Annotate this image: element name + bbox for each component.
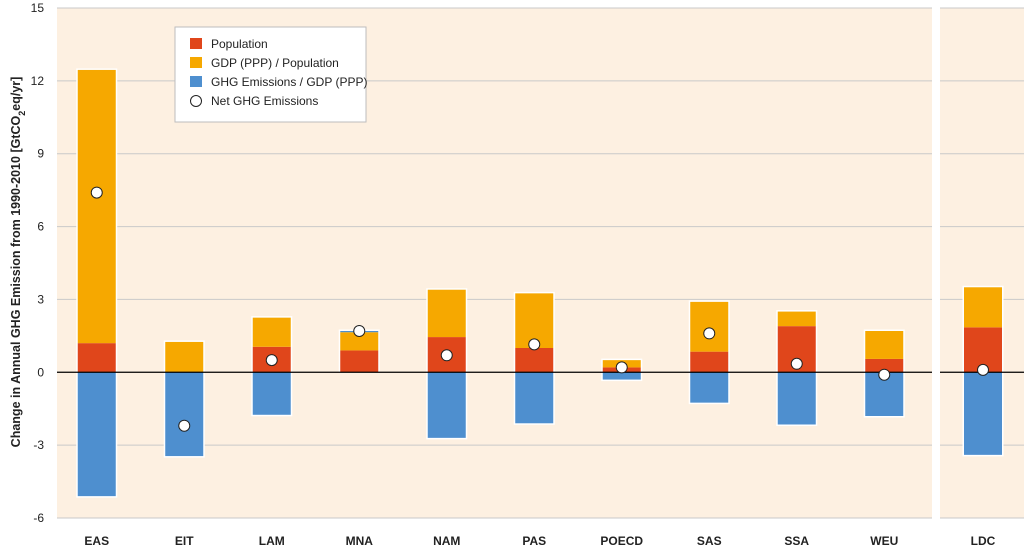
- category-label-poecd: POECD: [600, 534, 643, 548]
- bar-eit-ghg-emissions-gdp-ppp: [165, 372, 204, 457]
- bar-mna-population: [340, 350, 379, 373]
- legend-label-net-emissions: Net GHG Emissions: [211, 94, 318, 108]
- y-axis-label-main: Change in Annual GHG Emission from 1990-…: [9, 115, 23, 447]
- y-axis-label: Change in Annual GHG Emission from 1990-…: [9, 77, 27, 448]
- bar-pas-population: [515, 348, 554, 373]
- legend-box: [174, 26, 367, 123]
- y-tick-label: 12: [31, 74, 45, 88]
- legend-label-ghg-per-gdp: GHG Emissions / GDP (PPP): [211, 75, 367, 89]
- legend: Population GDP (PPP) / Population GHG Em…: [174, 26, 367, 123]
- bar-mna-gdp-ppp-population: [340, 332, 379, 351]
- net-emission-markers: [90, 186, 989, 432]
- bar-eit-gdp-ppp-population: [165, 341, 204, 373]
- y-tick-label: 9: [37, 147, 44, 161]
- net-emissions-marker-weu: [878, 368, 891, 381]
- category-label-mna: MNA: [346, 534, 374, 548]
- bar-eas-ghg-emissions-gdp-ppp: [77, 372, 116, 497]
- category-label-lam: LAM: [259, 534, 285, 548]
- category-label-eit: EIT: [175, 534, 194, 548]
- bar-sas-ghg-emissions-gdp-ppp: [690, 372, 729, 403]
- net-emissions-marker-ldc: [977, 363, 989, 376]
- bar-ldc-ghg-emissions-gdp-ppp: [964, 372, 1002, 455]
- legend-marker-net-emissions: [190, 95, 202, 107]
- y-tick-label: 15: [31, 1, 45, 15]
- bar-eas-gdp-ppp-population: [77, 69, 116, 344]
- legend-label-population: Population: [211, 37, 268, 51]
- y-tick-labels: -6 -3 0 3 6 9 12 15: [31, 1, 45, 525]
- category-label-eas: EAS: [84, 534, 109, 548]
- legend-swatch-population: [190, 38, 202, 49]
- bar-weu-population: [865, 358, 904, 373]
- y-axis-label-subscript: 2: [17, 111, 27, 116]
- bar-lam-ghg-emissions-gdp-ppp: [252, 372, 291, 415]
- bar-ldc-gdp-ppp-population: [964, 287, 1002, 328]
- category-label-ldc: LDC: [971, 534, 996, 548]
- bar-poecd-ghg-emissions-gdp-ppp: [602, 372, 641, 380]
- category-labels: EAS EIT LAM MNA NAM PAS POECD SAS SSA WEU LDC: [84, 534, 995, 548]
- net-emissions-marker-sas: [703, 327, 716, 340]
- bar-ssa-gdp-ppp-population: [777, 311, 816, 327]
- legend-label-gdp-per-population: GDP (PPP) / Population: [211, 56, 339, 70]
- bar-lam-gdp-ppp-population: [252, 317, 291, 347]
- category-label-weu: WEU: [870, 534, 898, 548]
- category-label-sas: SAS: [697, 534, 722, 548]
- net-emissions-marker-nam: [440, 349, 453, 362]
- category-label-ssa: SSA: [784, 534, 809, 548]
- y-tick-label: -3: [33, 438, 44, 452]
- bar-pas-ghg-emissions-gdp-ppp: [515, 372, 554, 424]
- bar-sas-gdp-ppp-population: [690, 301, 729, 352]
- net-emissions-marker-mna: [353, 325, 366, 337]
- gridlines: [57, 7, 1024, 519]
- y-tick-label: 3: [37, 292, 44, 306]
- bar-nam-ghg-emissions-gdp-ppp: [427, 372, 466, 438]
- bar-eas-population: [77, 343, 116, 373]
- bar-ssa-ghg-emissions-gdp-ppp: [777, 372, 816, 425]
- y-tick-label: -6: [33, 511, 44, 525]
- net-emissions-marker-pas: [528, 338, 541, 351]
- category-label-pas: PAS: [522, 534, 546, 548]
- bar-nam-gdp-ppp-population: [427, 289, 466, 338]
- legend-swatch-gdp-per-population: [190, 57, 202, 68]
- net-emissions-marker-eit: [178, 419, 191, 432]
- bar-weu-gdp-ppp-population: [865, 331, 904, 359]
- legend-swatch-ghg-per-gdp: [190, 76, 202, 87]
- net-emissions-marker-lam: [265, 354, 278, 367]
- net-emissions-marker-ssa: [790, 357, 803, 370]
- y-tick-label: 6: [37, 220, 44, 234]
- y-tick-label: 0: [37, 365, 44, 379]
- net-emissions-marker-poecd: [615, 361, 628, 374]
- y-axis-label-unit: eq/yr]: [9, 77, 23, 111]
- bar-sas-population: [690, 351, 729, 373]
- net-emissions-marker-eas: [90, 186, 103, 199]
- category-label-nam: NAM: [433, 534, 460, 548]
